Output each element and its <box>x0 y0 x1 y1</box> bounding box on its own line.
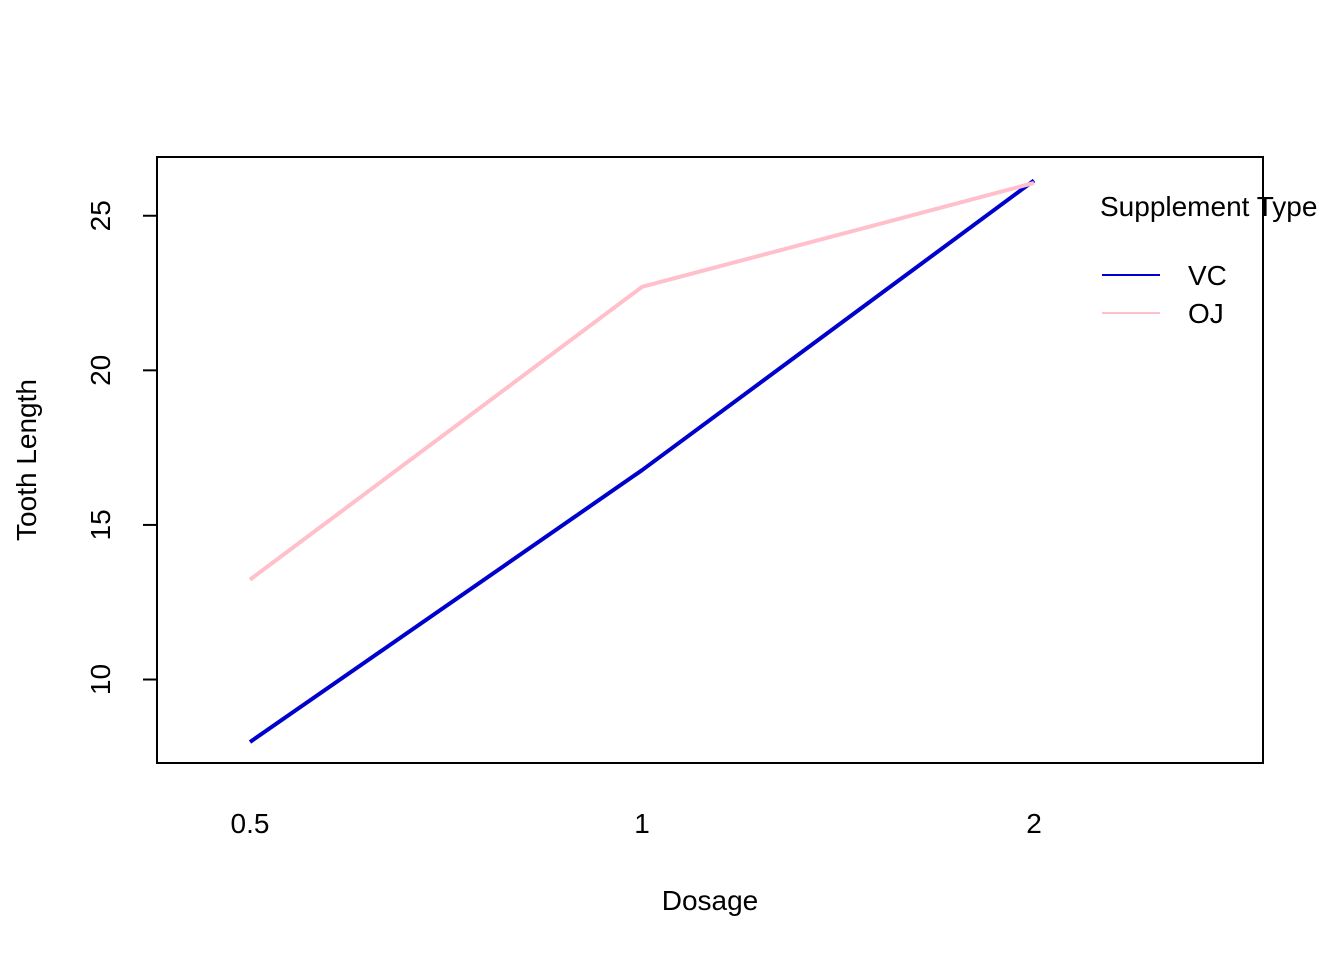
x-axis-label: Dosage <box>662 885 759 916</box>
x-tick-label: 0.5 <box>231 808 270 839</box>
x-tick-label: 1 <box>634 808 650 839</box>
series-line-vc <box>248 178 1036 744</box>
y-tick-label: 25 <box>85 200 116 231</box>
y-tick-label: 15 <box>85 509 116 540</box>
y-axis: 10 15 20 25 <box>85 200 158 695</box>
legend: Supplement Type VC OJ <box>1100 191 1317 329</box>
legend-entry-oj: OJ <box>1188 298 1224 329</box>
y-tick-label: 20 <box>85 355 116 386</box>
legend-entry-vc: VC <box>1188 260 1227 291</box>
plot-frame <box>156 156 1264 764</box>
y-tick-label: 10 <box>85 664 116 695</box>
y-axis-label: Tooth Length <box>11 379 42 541</box>
series-line-oj <box>248 181 1035 582</box>
x-tick-label: 2 <box>1026 808 1042 839</box>
legend-title: Supplement Type <box>1100 191 1317 222</box>
x-axis: 0.5 1 2 <box>231 808 1042 839</box>
series-layer <box>248 178 1036 744</box>
